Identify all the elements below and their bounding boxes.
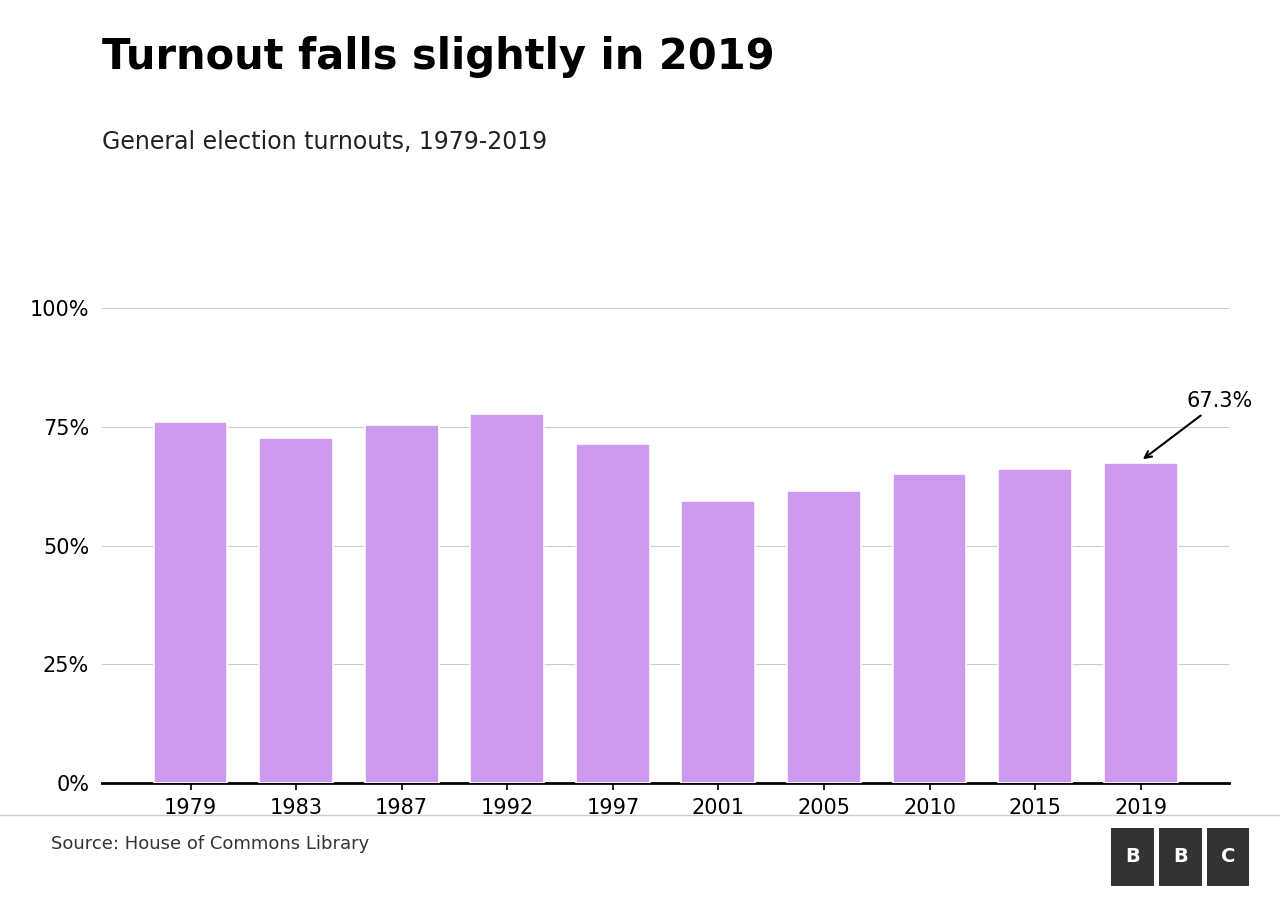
Bar bbox=[892, 473, 966, 783]
Bar bbox=[681, 500, 755, 783]
Text: Source: House of Commons Library: Source: House of Commons Library bbox=[51, 835, 370, 853]
Text: B: B bbox=[1172, 847, 1188, 867]
Text: 67.3%: 67.3% bbox=[1144, 392, 1253, 458]
FancyBboxPatch shape bbox=[1111, 828, 1153, 886]
Bar bbox=[787, 491, 861, 783]
Text: General election turnouts, 1979-2019: General election turnouts, 1979-2019 bbox=[102, 130, 548, 155]
Text: B: B bbox=[1125, 847, 1139, 867]
Bar bbox=[154, 422, 228, 783]
Bar bbox=[1103, 464, 1178, 783]
Bar bbox=[998, 469, 1073, 783]
Text: C: C bbox=[1221, 847, 1235, 867]
Bar bbox=[576, 444, 650, 783]
Bar bbox=[259, 437, 333, 783]
Bar bbox=[470, 414, 544, 783]
Bar bbox=[365, 426, 439, 783]
FancyBboxPatch shape bbox=[1207, 828, 1249, 886]
FancyBboxPatch shape bbox=[1158, 828, 1202, 886]
Text: Turnout falls slightly in 2019: Turnout falls slightly in 2019 bbox=[102, 36, 774, 78]
